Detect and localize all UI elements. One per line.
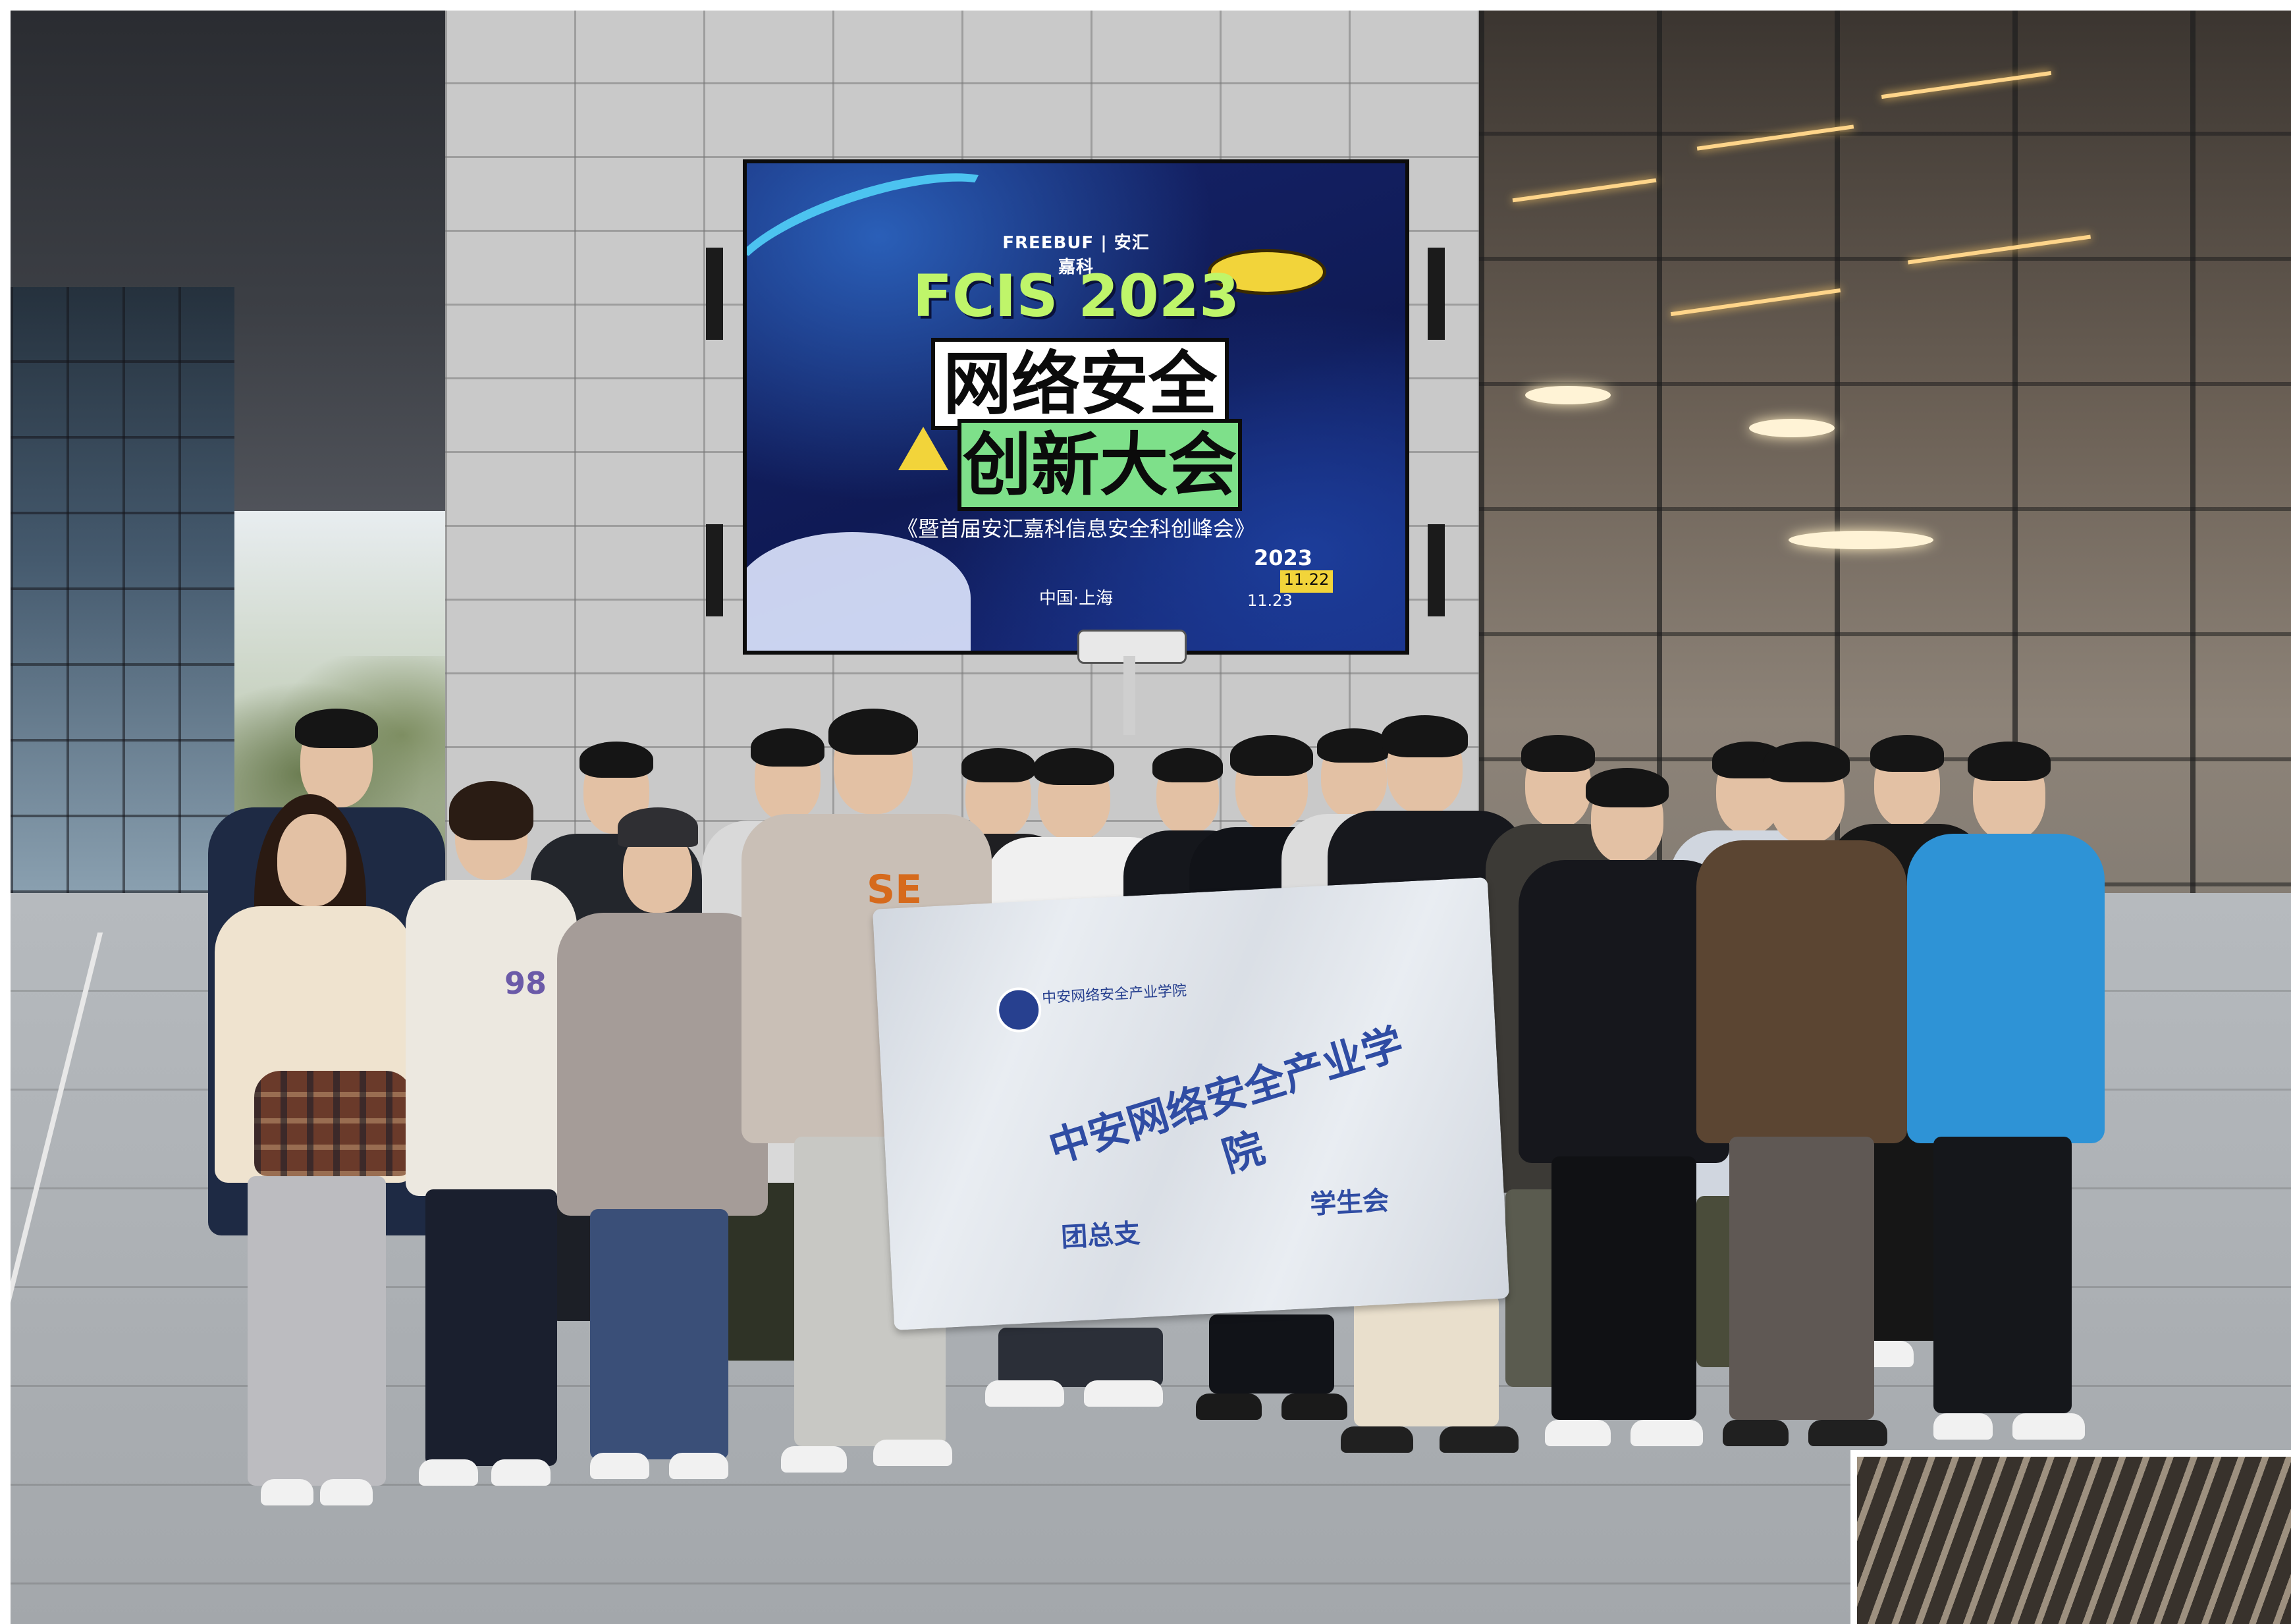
jeans [425,1189,557,1466]
screen-location: 中国·上海 [1038,589,1114,609]
banner-main-text: 中安网络安全产业学院 [1043,1019,1409,1181]
screen-title: FCIS 2023 [912,262,1240,330]
led-screen: FREEBUF | 安汇嘉科 FCIS 2023 网络安全 创新大会 《暨首届安… [743,159,1409,655]
hair [449,781,533,840]
pants [1933,1137,2072,1413]
pants [998,1328,1163,1387]
hair [961,748,1035,782]
brown-sweater [1696,840,1907,1143]
pendant-lamp [1789,531,1933,549]
jacket-number: 98 [504,965,547,1001]
screen-date-start: 11.22 [1280,570,1333,593]
cap [618,807,698,847]
screen-date-end: 11.23 [1247,591,1293,610]
inset-ceiling-beams [1857,1457,2291,1624]
screen-year: 2023 [1254,545,1313,570]
jeans [590,1209,728,1459]
hair [1152,748,1223,782]
person-front-3 [557,807,768,1486]
wall-slot [706,248,723,340]
hair [1317,728,1391,763]
shoe [1084,1380,1163,1407]
pants [248,1176,386,1486]
shoe [1808,1420,1887,1446]
person-front-6 [1696,742,1907,1453]
jacket: 98 [406,880,577,1196]
blue-jacket [1907,834,2105,1143]
shoe [1281,1394,1347,1420]
face [277,814,346,906]
puffer-jacket [557,913,768,1216]
hair [1764,742,1850,782]
pants [1354,1295,1499,1426]
shoe [1545,1420,1611,1446]
person-front-7 [1907,742,2105,1446]
college-banner: 中安网络安全产业学院 中安网络安全产业学院 团总支 学生会 [872,877,1510,1331]
banner-right-text: 学生会 [1309,1185,1390,1220]
shoe [1440,1426,1519,1453]
pendant-lamp [1749,419,1835,437]
hair [1968,742,2051,781]
shoe [1631,1420,1703,1446]
screen-subtitle: 《暨首届安汇嘉科信息安全科创峰会》 [896,516,1255,541]
shoe [669,1453,728,1479]
pants [1729,1137,1874,1420]
wall-slot [1428,248,1445,340]
group-photo: FREEBUF | 安汇嘉科 FCIS 2023 网络安全 创新大会 《暨首届安… [11,11,2291,1624]
shoe [261,1479,313,1505]
hair [1870,735,1944,772]
banner-logo-text: 中安网络安全产业学院 [1041,983,1187,1007]
hair [295,709,378,748]
shoe [1196,1394,1262,1420]
shoe [985,1380,1064,1407]
shoe [2012,1413,2085,1440]
shoe [781,1446,847,1473]
shoe [419,1459,478,1486]
hair [1521,735,1595,772]
shoe [873,1440,952,1466]
shoe [320,1479,373,1505]
person-front-2: 98 [406,781,577,1499]
shoe [590,1453,649,1479]
shoe [1933,1413,1993,1440]
shirt-letters: SE [867,867,923,913]
screen-line2: 创新大会 [957,419,1242,511]
camera-pole [1123,656,1135,735]
hair [1230,735,1313,776]
hair [751,728,824,767]
warning-icon [898,427,948,470]
varsity-jacket [1519,860,1729,1163]
screen-brand: FREEBUF | 安汇嘉科 [1002,233,1150,277]
plaid-bag [254,1071,412,1176]
hair [579,742,653,778]
shoe [1341,1426,1413,1453]
shoe [491,1459,551,1486]
hair [828,709,918,755]
banner-left-text: 团总支 [1060,1218,1141,1253]
pendant-lamp [1525,386,1611,404]
person-front-5 [1519,768,1729,1453]
glass-wall-left-frames [11,287,234,893]
pants [1209,1314,1334,1394]
screen-cloud [747,532,971,651]
shoe [1723,1420,1789,1446]
ufo-icon [1208,249,1326,295]
wall-slot [1428,524,1445,616]
hair [1382,715,1468,757]
person-front-1 [215,794,419,1519]
hair [1034,748,1114,785]
wall-slot [706,524,723,616]
hair [1586,768,1669,807]
pants [1551,1156,1696,1420]
screen-line1: 网络安全 [931,338,1229,430]
college-logo-icon [995,986,1042,1034]
